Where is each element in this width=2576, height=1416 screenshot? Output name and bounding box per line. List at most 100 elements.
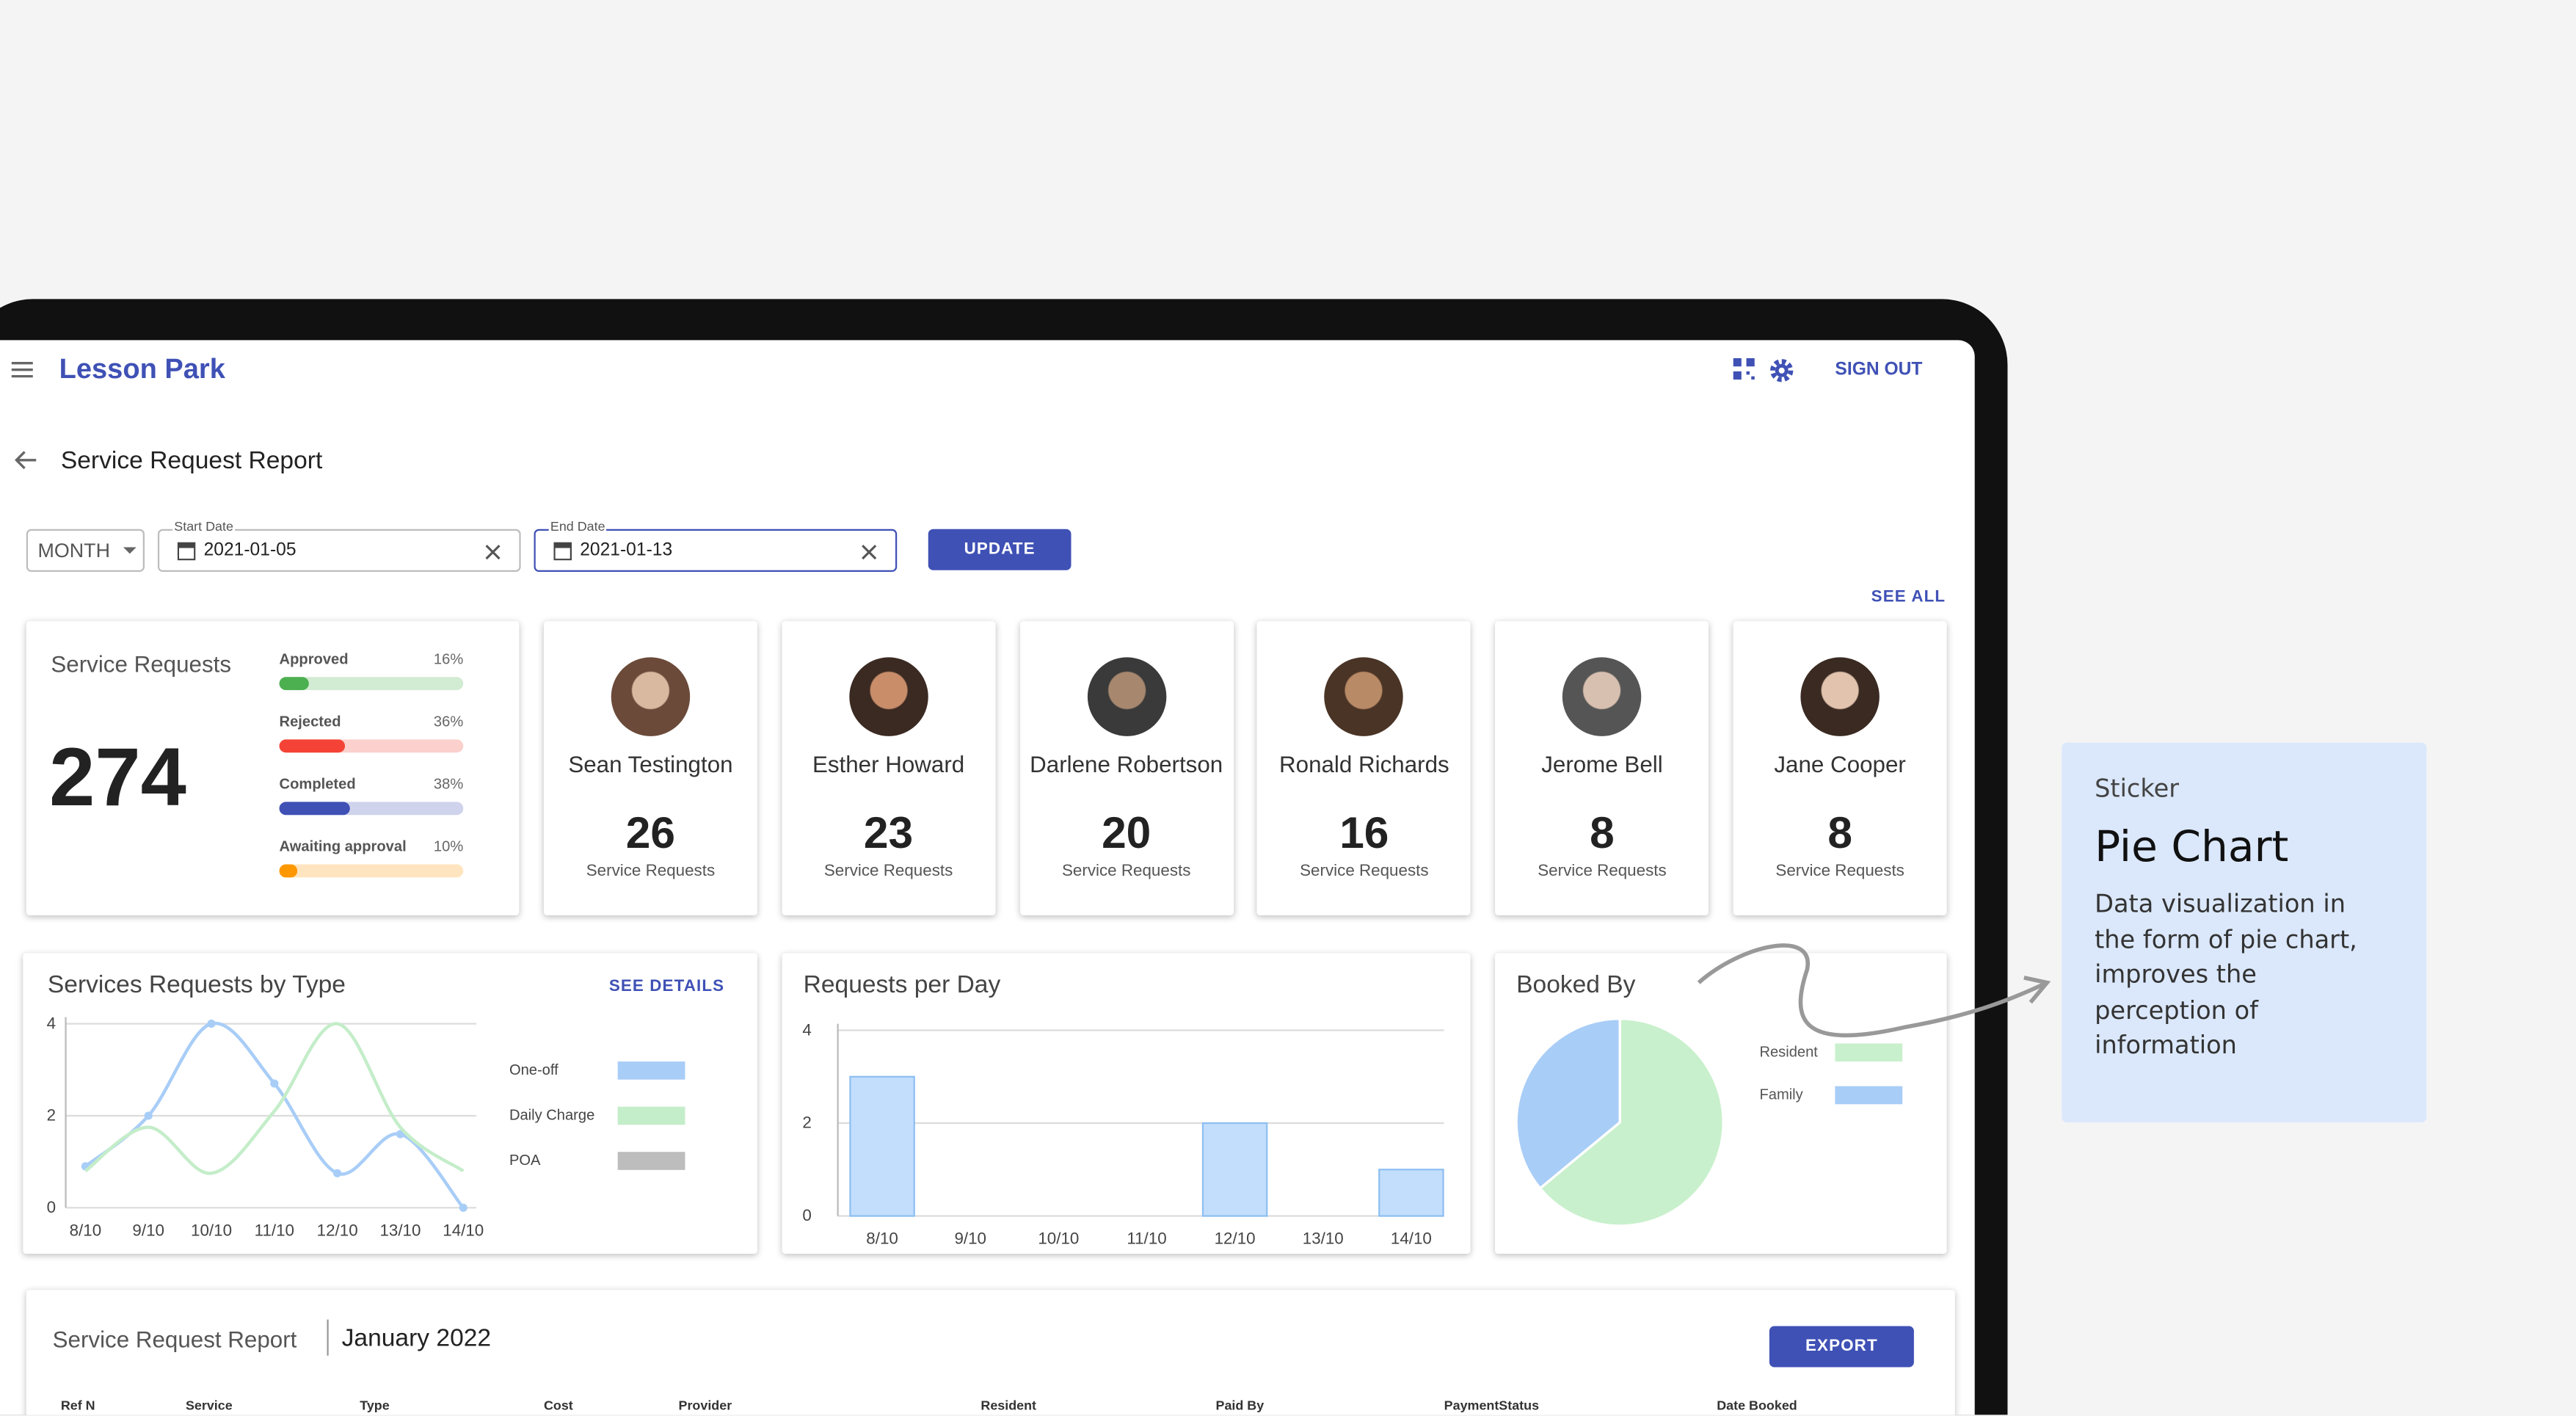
x-tick-label: 12/10 — [1215, 1230, 1256, 1248]
x-tick-label: 9/10 — [132, 1221, 164, 1239]
status-bar — [279, 864, 298, 878]
summary-total: 274 — [49, 731, 186, 824]
end-date[interactable]: End Date 2021-01-13 — [534, 519, 898, 573]
settings-icon[interactable] — [1769, 358, 1794, 383]
calendar-icon — [177, 542, 196, 561]
clear-icon[interactable] — [484, 544, 501, 560]
provider-name: Jerome Bell — [1541, 751, 1663, 777]
provider-unit: Service Requests — [1300, 863, 1429, 881]
sign-out[interactable]: SIGN OUT — [1835, 360, 1923, 380]
x-tick-label: 10/10 — [191, 1221, 232, 1239]
update-button[interactable]: UPDATE — [928, 529, 1071, 570]
point — [207, 1020, 216, 1028]
menu-icon[interactable] — [11, 360, 34, 380]
start-label: Start Date — [172, 519, 236, 534]
table-period: January 2022 — [341, 1324, 492, 1353]
start-date[interactable]: Start Date 2021-01-05 — [157, 519, 521, 573]
point — [270, 1079, 279, 1088]
calendar-icon — [553, 542, 572, 561]
provider-unit: Service Requests — [1538, 863, 1667, 881]
column-header: Resident — [980, 1398, 1037, 1414]
provider-name: Esther Howard — [812, 751, 965, 777]
legend-swatch — [1835, 1086, 1903, 1105]
bar — [1201, 1122, 1268, 1217]
annotation-arrow — [1697, 943, 2051, 1038]
app-title[interactable]: Lesson Park — [59, 353, 225, 385]
legend-swatch — [617, 1106, 685, 1125]
column-header: Ref N — [60, 1398, 95, 1414]
provider-unit: Service Requests — [823, 863, 953, 881]
status-label: Completed — [279, 775, 356, 792]
end-label: End Date — [548, 519, 607, 534]
status-label: Approved — [279, 650, 349, 667]
table-card — [26, 1290, 1955, 1415]
column-header: Date Booked — [1717, 1398, 1797, 1414]
y-tick-label: 0 — [802, 1206, 811, 1224]
y-tick-label: 2 — [802, 1114, 811, 1132]
avatar — [848, 657, 928, 736]
bar — [1378, 1169, 1444, 1217]
y-tick-label: 4 — [802, 1020, 811, 1039]
provider-count: 8 — [1827, 808, 1852, 858]
y-tick-label: 4 — [47, 1014, 56, 1032]
status-bar — [279, 739, 346, 753]
avatar — [1800, 657, 1880, 736]
provider-name: Ronald Richards — [1279, 751, 1449, 777]
avatar — [1325, 657, 1404, 736]
summary-card — [26, 621, 520, 915]
provider-name: Darlene Robertson — [1030, 751, 1223, 777]
line-card — [23, 953, 757, 1254]
point — [144, 1111, 153, 1120]
sticker: Sticker Pie Chart Data visualization in … — [2062, 742, 2427, 1122]
chart-title: Requests per Day — [804, 971, 1001, 998]
see-details[interactable]: SEE DETAILS — [609, 976, 724, 995]
column-header: Paid By — [1215, 1398, 1265, 1414]
status-percent: 36% — [433, 713, 464, 730]
divider — [327, 1319, 329, 1356]
provider-count: 8 — [1590, 808, 1615, 858]
column-header: Provider — [678, 1398, 732, 1414]
summary-title: Service Requests — [51, 650, 232, 678]
point — [459, 1203, 467, 1212]
status-percent: 10% — [433, 838, 464, 855]
x-tick-label: 8/10 — [70, 1221, 102, 1239]
column-header: Cost — [543, 1398, 573, 1414]
end-value: 2021-01-13 — [580, 540, 673, 561]
legend-label: Family — [1759, 1087, 1803, 1103]
legend-swatch — [617, 1152, 685, 1170]
status-track — [279, 677, 464, 691]
status-label: Rejected — [279, 713, 341, 730]
legend-label: Daily Charge — [509, 1108, 594, 1124]
period-value: MONTH — [37, 539, 110, 562]
x-tick-label: 9/10 — [954, 1230, 986, 1248]
x-tick-label: 11/10 — [1127, 1230, 1166, 1248]
y-tick-label: 2 — [47, 1106, 56, 1125]
qr-icon[interactable] — [1733, 357, 1756, 381]
x-tick-label: 8/10 — [866, 1230, 898, 1248]
x-tick-label: 11/10 — [255, 1221, 294, 1239]
status-percent: 38% — [433, 775, 464, 792]
chart-title: Services Requests by Type — [48, 971, 346, 998]
provider-unit: Service Requests — [1061, 863, 1191, 881]
x-tick-label: 12/10 — [317, 1221, 358, 1239]
dropdown-icon — [123, 547, 137, 554]
column-header: Service — [185, 1398, 233, 1414]
x-tick-label: 14/10 — [443, 1221, 484, 1239]
status-track — [279, 864, 464, 878]
provider-unit: Service Requests — [586, 863, 716, 881]
provider-name: Sean Testington — [568, 751, 733, 777]
point — [333, 1169, 342, 1177]
see-all[interactable]: SEE ALL — [1871, 588, 1946, 607]
clear-icon[interactable] — [861, 544, 877, 560]
back-arrow[interactable] — [15, 450, 37, 470]
legend-label: One-off — [509, 1062, 559, 1078]
avatar — [1562, 657, 1642, 736]
column-header: Type — [360, 1398, 390, 1414]
x-tick-label: 10/10 — [1038, 1230, 1079, 1248]
export-button[interactable]: EXPORT — [1769, 1326, 1914, 1368]
pie-slice — [1515, 1017, 1621, 1191]
page-title: Service Request Report — [60, 446, 323, 475]
period-select[interactable]: MONTH — [26, 529, 145, 573]
